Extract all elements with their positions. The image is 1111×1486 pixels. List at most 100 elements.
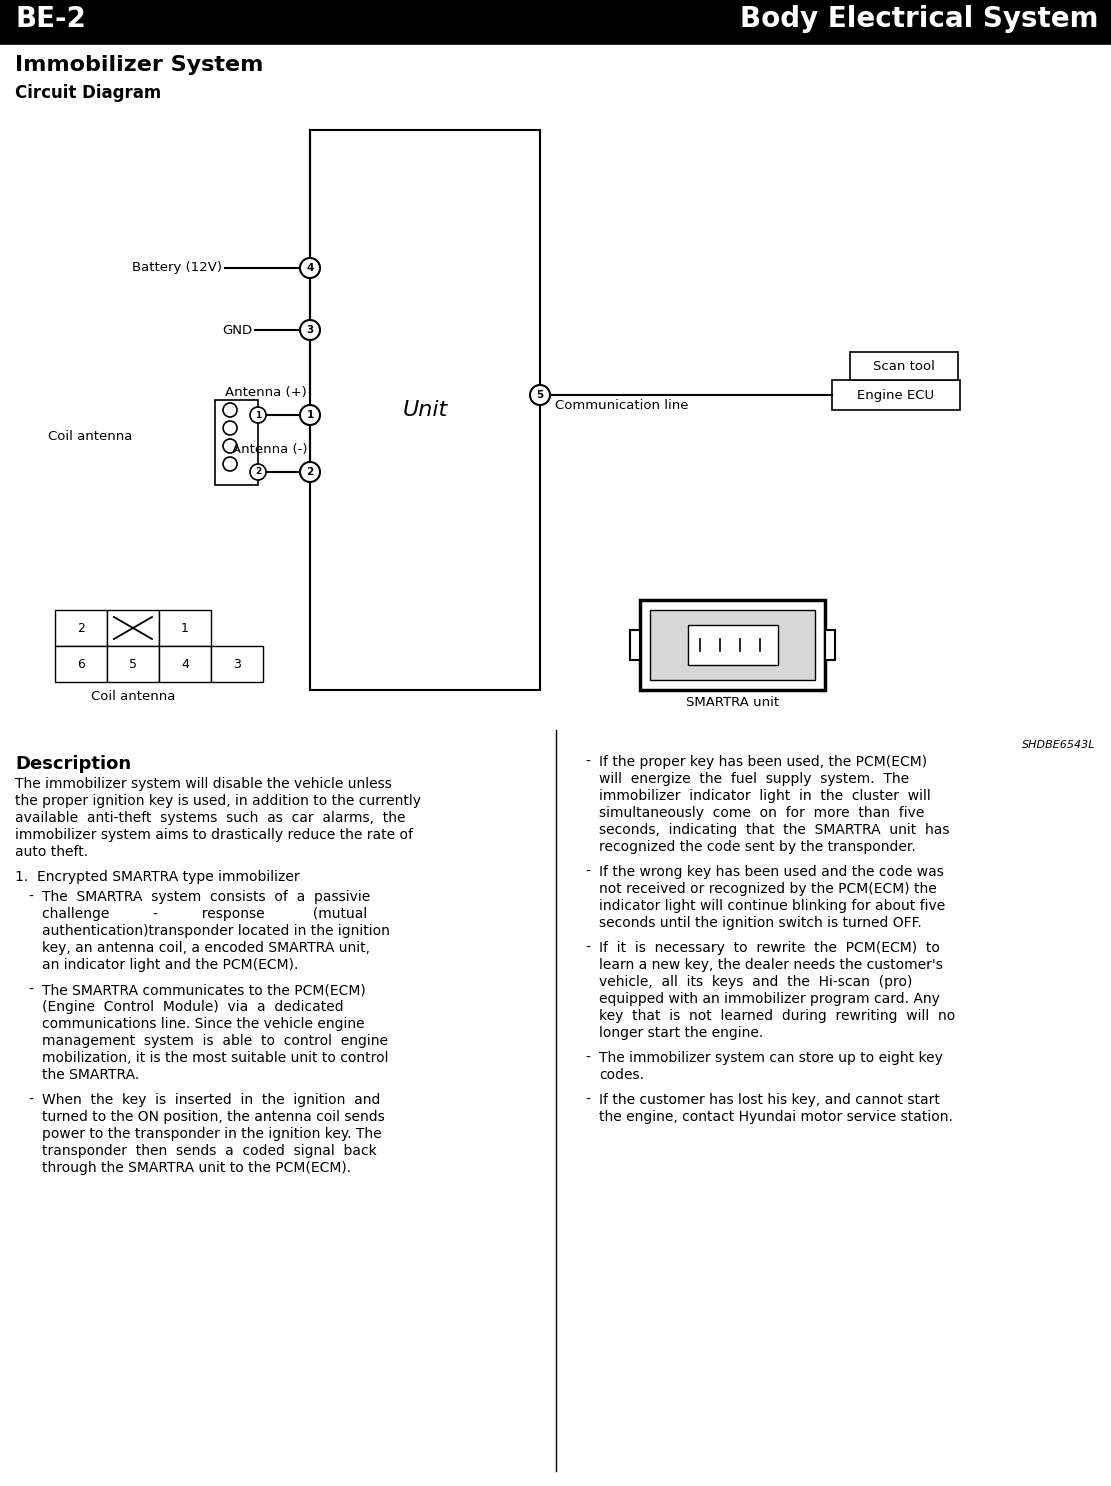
Text: simultaneously  come  on  for  more  than  five: simultaneously come on for more than fiv… <box>599 805 924 820</box>
Text: If the customer has lost his key, and cannot start: If the customer has lost his key, and ca… <box>599 1094 940 1107</box>
Text: 3: 3 <box>233 657 241 670</box>
Bar <box>310 129 540 690</box>
Text: learn a new key, the dealer needs the customer's: learn a new key, the dealer needs the cu… <box>599 958 943 972</box>
Text: Antenna (+): Antenna (+) <box>226 386 307 400</box>
Text: 1: 1 <box>254 410 261 419</box>
Bar <box>56 609 107 646</box>
Text: 6: 6 <box>77 657 84 670</box>
Bar <box>107 609 159 646</box>
Text: Unit: Unit <box>402 400 448 421</box>
Text: the SMARTRA.: the SMARTRA. <box>42 1068 139 1082</box>
Text: recognized the code sent by the transponder.: recognized the code sent by the transpon… <box>599 840 915 854</box>
Text: -: - <box>585 755 590 768</box>
Bar <box>211 646 263 682</box>
Text: indicator light will continue blinking for about five: indicator light will continue blinking f… <box>599 899 945 912</box>
Text: -: - <box>28 984 33 997</box>
Text: codes.: codes. <box>599 1068 644 1082</box>
Text: seconds until the ignition switch is turned OFF.: seconds until the ignition switch is tur… <box>599 915 922 930</box>
Bar <box>630 630 640 660</box>
Bar <box>832 380 960 410</box>
Text: The immobilizer system can store up to eight key: The immobilizer system can store up to e… <box>599 1051 943 1065</box>
Text: immobilizer  indicator  light  in  the  cluster  will: immobilizer indicator light in the clust… <box>599 789 931 802</box>
Text: 5: 5 <box>537 389 543 400</box>
Text: mobilization, it is the most suitable unit to control: mobilization, it is the most suitable un… <box>42 1051 389 1065</box>
Bar <box>56 646 107 682</box>
Text: challenge          -          response           (mutual: challenge - response (mutual <box>42 906 368 921</box>
Text: Engine ECU: Engine ECU <box>858 388 934 401</box>
Text: -: - <box>585 941 590 955</box>
Text: The SMARTRA communicates to the PCM(ECM): The SMARTRA communicates to the PCM(ECM) <box>42 984 366 997</box>
Text: immobilizer system aims to drastically reduce the rate of: immobilizer system aims to drastically r… <box>16 828 413 843</box>
Text: Description: Description <box>16 755 131 773</box>
Text: Coil antenna: Coil antenna <box>48 429 132 443</box>
Bar <box>159 646 211 682</box>
Text: 2: 2 <box>77 621 84 635</box>
Text: 2: 2 <box>307 467 313 477</box>
Text: 5: 5 <box>129 657 137 670</box>
Text: The immobilizer system will disable the vehicle unless: The immobilizer system will disable the … <box>16 777 392 791</box>
Text: The  SMARTRA  system  consists  of  a  passivie: The SMARTRA system consists of a passivi… <box>42 890 370 903</box>
Text: through the SMARTRA unit to the PCM(ECM).: through the SMARTRA unit to the PCM(ECM)… <box>42 1161 351 1175</box>
Text: 4: 4 <box>181 657 189 670</box>
Text: longer start the engine.: longer start the engine. <box>599 1025 763 1040</box>
Text: 1.  Encrypted SMARTRA type immobilizer: 1. Encrypted SMARTRA type immobilizer <box>16 869 300 884</box>
Text: 3: 3 <box>307 325 313 334</box>
Text: Antenna (-): Antenna (-) <box>231 443 307 456</box>
Circle shape <box>300 319 320 340</box>
Text: turned to the ON position, the antenna coil sends: turned to the ON position, the antenna c… <box>42 1110 384 1123</box>
Bar <box>0 0 1111 40</box>
Text: If  it  is  necessary  to  rewrite  the  PCM(ECM)  to: If it is necessary to rewrite the PCM(EC… <box>599 941 940 955</box>
Bar <box>107 646 159 682</box>
Text: management  system  is  able  to  control  engine: management system is able to control eng… <box>42 1034 388 1048</box>
Text: vehicle,  all  its  keys  and  the  Hi-scan  (pro): vehicle, all its keys and the Hi-scan (p… <box>599 975 912 990</box>
Bar <box>650 609 815 681</box>
Text: power to the transponder in the ignition key. The: power to the transponder in the ignition… <box>42 1126 381 1141</box>
Bar <box>850 352 958 380</box>
Text: When  the  key  is  inserted  in  the  ignition  and: When the key is inserted in the ignition… <box>42 1094 380 1107</box>
Text: communications line. Since the vehicle engine: communications line. Since the vehicle e… <box>42 1016 364 1031</box>
Text: Immobilizer System: Immobilizer System <box>16 55 263 74</box>
Text: Body Electrical System: Body Electrical System <box>740 4 1098 33</box>
Text: not received or recognized by the PCM(ECM) the: not received or recognized by the PCM(EC… <box>599 883 937 896</box>
Text: 1: 1 <box>181 621 189 635</box>
Bar <box>688 626 778 666</box>
Text: the engine, contact Hyundai motor service station.: the engine, contact Hyundai motor servic… <box>599 1110 953 1123</box>
Text: an indicator light and the PCM(ECM).: an indicator light and the PCM(ECM). <box>42 958 299 972</box>
Text: will  energize  the  fuel  supply  system.  The: will energize the fuel supply system. Th… <box>599 773 909 786</box>
Circle shape <box>250 464 266 480</box>
Circle shape <box>300 406 320 425</box>
Text: -: - <box>585 1051 590 1065</box>
Text: BE-2: BE-2 <box>16 4 86 33</box>
Text: authentication)transponder located in the ignition: authentication)transponder located in th… <box>42 924 390 938</box>
Text: 2: 2 <box>254 468 261 477</box>
Text: Battery (12V): Battery (12V) <box>132 262 222 275</box>
Text: -: - <box>585 865 590 880</box>
Text: transponder  then  sends  a  coded  signal  back: transponder then sends a coded signal ba… <box>42 1144 377 1158</box>
Text: 1: 1 <box>307 410 313 421</box>
Text: seconds,  indicating  that  the  SMARTRA  unit  has: seconds, indicating that the SMARTRA uni… <box>599 823 950 837</box>
Text: If the proper key has been used, the PCM(ECM): If the proper key has been used, the PCM… <box>599 755 927 768</box>
Circle shape <box>530 385 550 406</box>
Text: Circuit Diagram: Circuit Diagram <box>16 85 161 103</box>
Circle shape <box>250 407 266 424</box>
Text: 4: 4 <box>307 263 313 273</box>
Text: auto theft.: auto theft. <box>16 846 88 859</box>
Bar <box>825 630 835 660</box>
Bar <box>640 600 825 690</box>
Text: the proper ignition key is used, in addition to the currently: the proper ignition key is used, in addi… <box>16 794 421 808</box>
Text: available  anti-theft  systems  such  as  car  alarms,  the: available anti-theft systems such as car… <box>16 811 406 825</box>
Text: SMARTRA unit: SMARTRA unit <box>685 695 779 709</box>
Bar <box>216 400 258 484</box>
Text: equipped with an immobilizer program card. Any: equipped with an immobilizer program car… <box>599 993 940 1006</box>
Text: If the wrong key has been used and the code was: If the wrong key has been used and the c… <box>599 865 944 880</box>
Text: -: - <box>28 1094 33 1107</box>
Circle shape <box>300 462 320 481</box>
Circle shape <box>300 259 320 278</box>
Text: key  that  is  not  learned  during  rewriting  will  no: key that is not learned during rewriting… <box>599 1009 955 1022</box>
Text: Coil antenna: Coil antenna <box>91 690 176 703</box>
Text: -: - <box>28 890 33 903</box>
Text: SHDBE6543L: SHDBE6543L <box>1021 740 1095 750</box>
Text: Scan tool: Scan tool <box>873 360 935 373</box>
Text: Communication line: Communication line <box>556 400 689 412</box>
Text: -: - <box>585 1094 590 1107</box>
